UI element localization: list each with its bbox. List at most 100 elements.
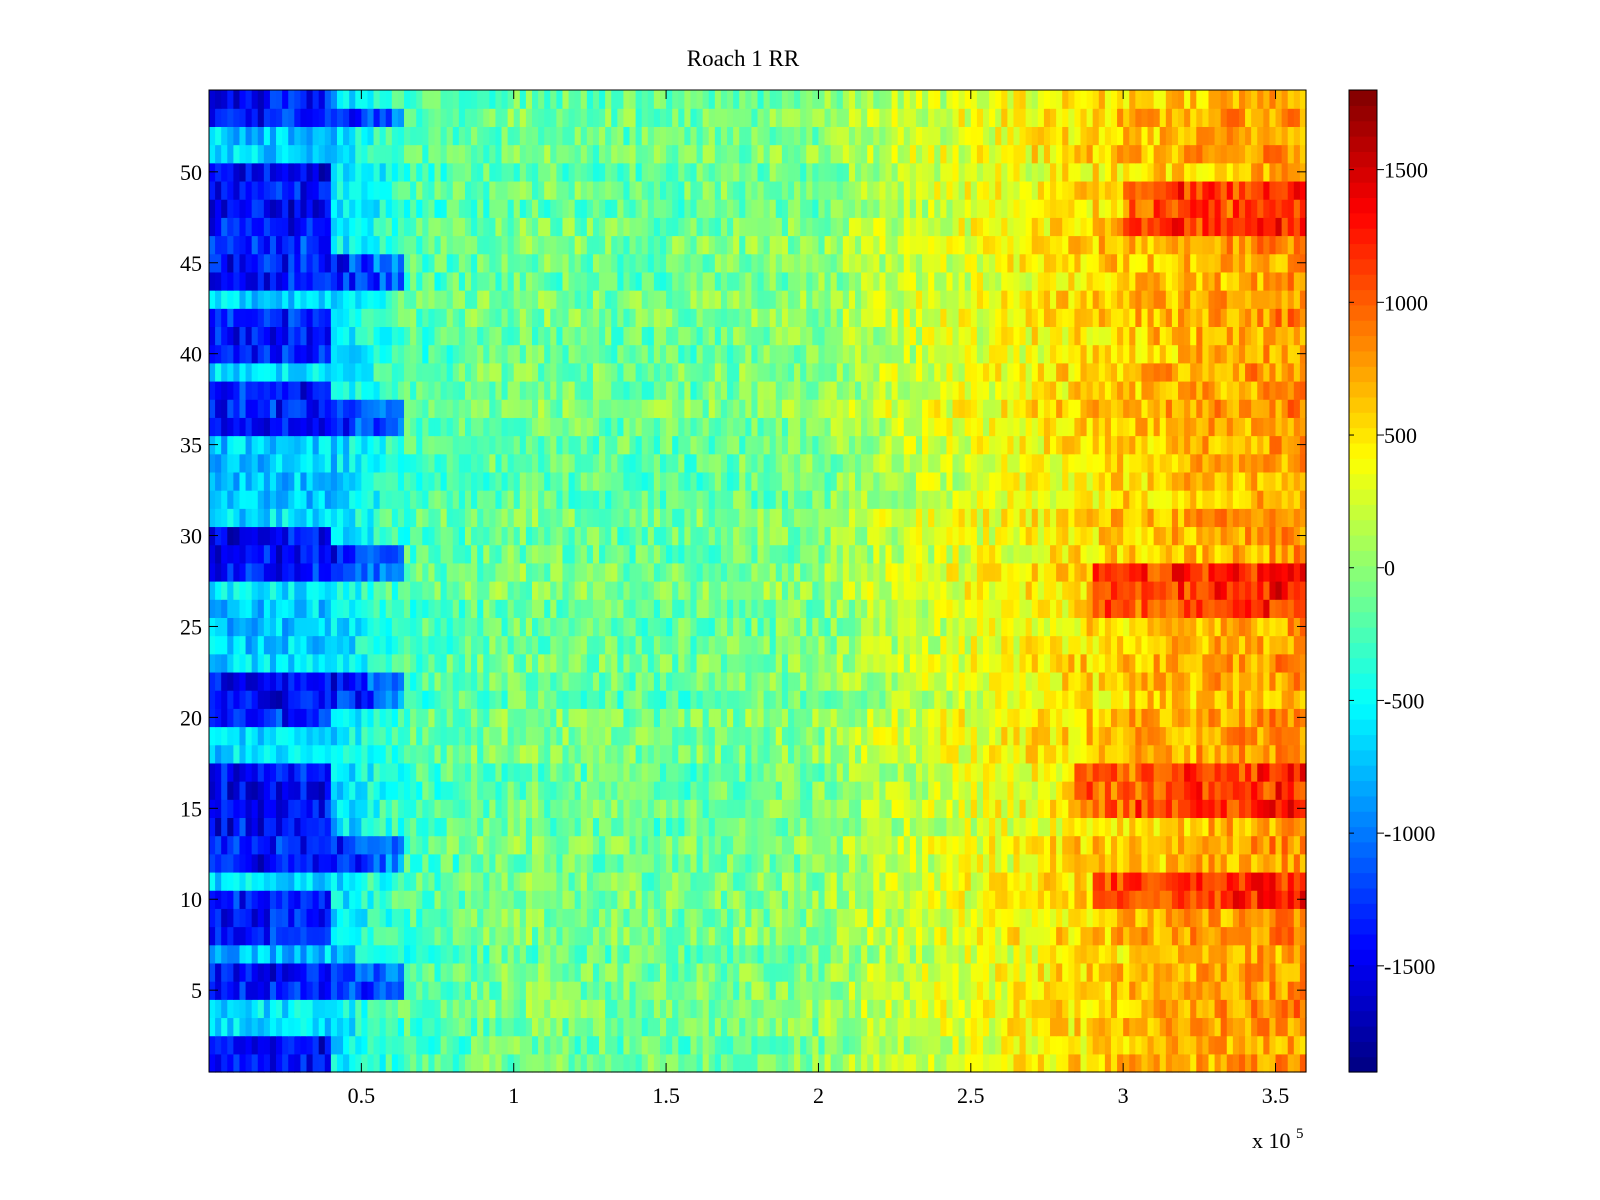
heatmap-cell — [428, 817, 436, 837]
heatmap-cell — [215, 962, 222, 982]
heatmap-cell — [519, 908, 527, 928]
heatmap-cell — [1299, 744, 1307, 764]
heatmap-cell — [647, 599, 655, 618]
heatmap-cell — [282, 708, 289, 728]
heatmap-cell — [830, 635, 838, 655]
heatmap-cell — [1123, 690, 1130, 709]
heatmap-cell — [1025, 599, 1033, 618]
heatmap-cell — [702, 944, 710, 964]
heatmap-cell — [1208, 671, 1216, 691]
heatmap-cell — [653, 617, 661, 637]
heatmap-cell — [708, 708, 716, 728]
heatmap-cell — [982, 653, 990, 673]
heatmap-cell — [446, 653, 454, 673]
heatmap-cell — [251, 962, 259, 982]
heatmap-cell — [294, 981, 302, 1000]
heatmap-cell — [245, 908, 253, 928]
heatmap-cell — [934, 908, 941, 928]
heatmap-cell — [605, 926, 612, 946]
heatmap-cell — [422, 708, 429, 728]
heatmap-cell — [233, 635, 241, 655]
heatmap-cell — [251, 762, 259, 782]
heatmap-cell — [580, 817, 588, 837]
heatmap-cell — [519, 853, 527, 873]
heatmap-cell — [684, 562, 692, 582]
heatmap-cell — [915, 799, 923, 819]
heatmap-cell — [775, 962, 783, 982]
heatmap-cell — [696, 871, 704, 891]
heatmap-cell — [763, 835, 771, 855]
heatmap-cell — [1092, 908, 1100, 928]
heatmap-cell — [958, 781, 966, 800]
heatmap-cell — [989, 1053, 996, 1073]
heatmap-cell — [1043, 781, 1051, 800]
heatmap-cell — [976, 890, 984, 909]
heatmap-cell — [434, 999, 442, 1019]
heatmap-cell — [599, 926, 606, 946]
heatmap-cell — [477, 635, 484, 655]
heatmap-cell — [276, 671, 283, 691]
heatmap-cell — [532, 653, 539, 673]
heatmap-cell — [897, 1017, 905, 1037]
heatmap-cell — [355, 708, 362, 728]
heatmap-cell — [842, 1053, 850, 1073]
heatmap-cell — [781, 690, 789, 709]
heatmap-cell — [257, 562, 265, 582]
heatmap-cell — [611, 1035, 618, 1055]
heatmap-cell — [1275, 908, 1283, 928]
heatmap-cell — [446, 635, 454, 655]
heatmap-cell — [592, 981, 600, 1000]
heatmap-cell — [592, 762, 600, 782]
heatmap-cell — [1159, 890, 1167, 909]
heatmap-cell — [751, 762, 759, 782]
heatmap-cell — [580, 890, 588, 909]
heatmap-cell — [379, 690, 387, 709]
heatmap-cell — [1141, 581, 1149, 600]
heatmap-cell — [1013, 908, 1021, 928]
heatmap-cell — [336, 762, 344, 782]
heatmap-cell — [922, 635, 929, 655]
heatmap-cell — [861, 853, 868, 873]
heatmap-cell — [812, 908, 820, 928]
heatmap-cell — [733, 726, 740, 746]
heatmap-cell — [312, 617, 320, 637]
heatmap-cell — [891, 653, 899, 673]
heatmap-cell — [318, 562, 326, 582]
heatmap-cell — [343, 1053, 350, 1073]
heatmap-cell — [806, 890, 813, 909]
heatmap-cell — [367, 617, 375, 637]
heatmap-cell — [714, 944, 722, 964]
heatmap-cell — [787, 890, 795, 909]
heatmap-cell — [666, 599, 673, 618]
heatmap-cell — [391, 962, 399, 982]
heatmap-cell — [288, 981, 295, 1000]
heatmap-cell — [318, 1053, 326, 1073]
heatmap-cell — [781, 817, 789, 837]
heatmap-cell — [1245, 708, 1252, 728]
heatmap-cell — [775, 1035, 783, 1055]
heatmap-cell — [452, 762, 460, 782]
heatmap-cell — [532, 635, 539, 655]
heatmap-cell — [1245, 690, 1252, 709]
heatmap-cell — [1238, 908, 1246, 928]
heatmap-cell — [958, 671, 966, 691]
heatmap-cell — [336, 708, 344, 728]
heatmap-cell — [312, 671, 320, 691]
heatmap-cell — [446, 726, 454, 746]
heatmap-cell — [349, 762, 356, 782]
heatmap-cell — [1190, 781, 1197, 800]
heatmap-cell — [714, 908, 722, 928]
heatmap-cell — [1043, 653, 1051, 673]
heatmap-cell — [1159, 944, 1167, 964]
heatmap-cell — [940, 671, 948, 691]
heatmap-cell — [855, 617, 862, 637]
heatmap-cell — [745, 599, 752, 618]
heatmap-cell — [885, 799, 893, 819]
heatmap-cell — [1281, 908, 1289, 928]
heatmap-cell — [385, 835, 393, 855]
heatmap-cell — [276, 962, 283, 982]
heatmap-cell — [434, 853, 442, 873]
heatmap-cell — [1147, 835, 1155, 855]
heatmap-cell — [306, 635, 314, 655]
heatmap-cell — [1080, 599, 1088, 618]
